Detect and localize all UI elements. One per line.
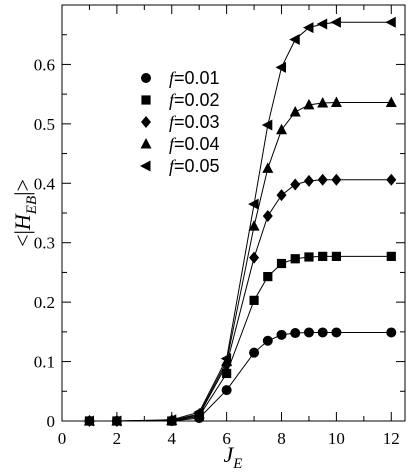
legend-label: f=0.04 xyxy=(169,134,220,154)
x-tick-label: 6 xyxy=(222,429,231,448)
tick-marks xyxy=(61,5,405,422)
data-point-marker xyxy=(248,220,260,231)
y-tick-label: 0.2 xyxy=(34,293,55,312)
y-tick-label: 0.4 xyxy=(34,174,56,193)
data-point-marker xyxy=(303,174,314,187)
data-point-marker xyxy=(83,415,94,427)
x-tick-label: 10 xyxy=(328,429,345,448)
data-point-marker xyxy=(263,271,273,282)
y-tick-label: 0.3 xyxy=(34,234,55,253)
data-point-marker xyxy=(275,61,287,73)
legend-label: f=0.01 xyxy=(169,68,220,88)
series-line xyxy=(89,21,392,422)
x-tick-label: 8 xyxy=(277,429,286,448)
plot-frame xyxy=(61,4,406,422)
legend: f=0.01f=0.02f=0.03f=0.04f=0.05 xyxy=(140,68,220,176)
legend-marker xyxy=(141,73,151,83)
data-point-marker xyxy=(331,251,341,261)
data-point-marker xyxy=(290,254,300,264)
data-point-marker xyxy=(193,406,204,418)
data-point-marker xyxy=(249,295,259,305)
legend-label: f=0.05 xyxy=(169,156,220,176)
data-point-marker xyxy=(276,123,288,135)
data-point-marker xyxy=(316,18,328,30)
data-point-marker xyxy=(317,327,328,338)
data-point-marker xyxy=(276,258,287,269)
data-point-marker xyxy=(262,209,273,222)
legend-label: f=0.02 xyxy=(169,90,220,110)
data-point-marker xyxy=(386,327,397,338)
series-lines xyxy=(89,21,392,422)
legend-marker xyxy=(140,138,152,149)
data-point-marker xyxy=(331,173,342,186)
data-point-marker xyxy=(249,347,260,358)
legend-marker xyxy=(141,95,151,105)
data-point-marker xyxy=(317,173,328,186)
x-tick-label: 2 xyxy=(113,429,122,448)
data-point-marker xyxy=(262,162,274,173)
series-line xyxy=(89,331,392,422)
data-point-marker xyxy=(330,96,342,107)
data-point-marker xyxy=(261,119,273,131)
data-point-marker xyxy=(318,251,328,261)
x-tick-label: 0 xyxy=(58,429,67,448)
data-point-marker xyxy=(302,22,314,34)
y-tick-label: 0 xyxy=(47,412,56,431)
y-tick-label: 0.5 xyxy=(34,115,55,134)
data-point-marker xyxy=(220,353,232,365)
data-point-marker xyxy=(385,96,397,107)
data-point-marker xyxy=(330,16,341,28)
data-point-marker xyxy=(165,414,177,426)
data-point-marker xyxy=(331,327,342,338)
y-axis-title: <|HEB|> xyxy=(10,179,40,247)
data-point-marker xyxy=(386,251,396,261)
x-tick-labels: 0 2 4 6 8 10 12 xyxy=(58,429,400,448)
y-tick-label: 0.1 xyxy=(34,353,55,372)
data-point-marker xyxy=(386,173,397,186)
data-point-marker xyxy=(221,385,232,396)
data-point-marker xyxy=(303,327,314,338)
series-line xyxy=(89,101,392,422)
data-point-marker xyxy=(385,16,396,28)
x-tick-label: 4 xyxy=(168,429,177,448)
legend-marker xyxy=(141,116,151,128)
y-tick-labels: 0 0.1 0.2 0.3 0.4 0.5 0.6 xyxy=(34,55,56,431)
data-point-marker xyxy=(289,105,301,117)
data-point-marker xyxy=(317,97,329,108)
data-point-marker xyxy=(262,335,273,346)
legend-marker xyxy=(140,160,151,172)
data-point-marker xyxy=(248,198,259,210)
data-point-marker xyxy=(222,368,232,379)
legend-label: f=0.03 xyxy=(169,112,220,132)
data-point-marker xyxy=(249,251,260,264)
data-point-marker xyxy=(289,33,300,45)
series-line xyxy=(89,179,392,422)
data-point-marker xyxy=(276,189,287,202)
x-axis-title: JE xyxy=(224,442,243,472)
data-point-marker xyxy=(290,328,301,339)
data-point-marker xyxy=(303,98,315,110)
data-point-marker xyxy=(290,178,301,191)
data-point-marker xyxy=(276,329,287,340)
y-tick-label: 0.6 xyxy=(34,55,55,74)
series-markers xyxy=(83,16,397,427)
data-point-marker xyxy=(110,415,122,427)
data-point-marker xyxy=(304,252,314,262)
x-tick-label: 12 xyxy=(383,429,400,448)
